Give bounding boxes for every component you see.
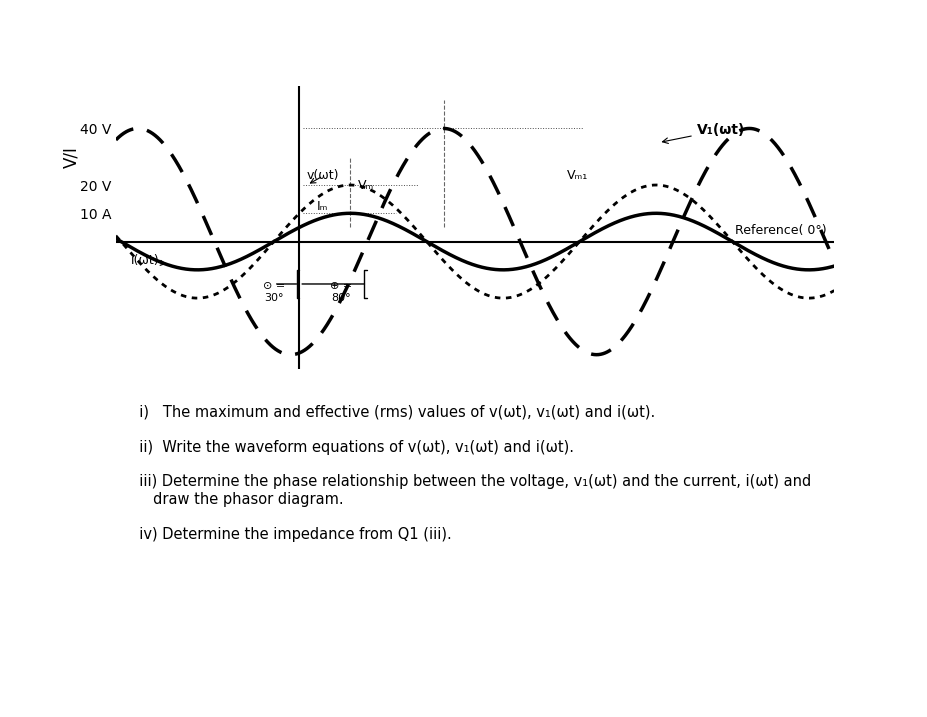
Text: ⊕ =
80°: ⊕ = 80° bbox=[330, 281, 352, 303]
Text: Reference( 0°): Reference( 0°) bbox=[735, 224, 827, 237]
Text: v(ωt): v(ωt) bbox=[307, 169, 339, 183]
Text: Iₘ: Iₘ bbox=[317, 201, 328, 214]
Y-axis label: V/I: V/I bbox=[62, 146, 80, 168]
Text: ⊙ =
30°: ⊙ = 30° bbox=[263, 281, 286, 303]
Text: i(ωt): i(ωt) bbox=[131, 255, 166, 267]
Text: V₁(ωt): V₁(ωt) bbox=[663, 123, 745, 143]
Text: Vₘ: Vₘ bbox=[358, 179, 375, 191]
Text: i)   The maximum and effective (rms) values of v(ωt), v₁(ωt) and i(ωt).

  ii)  : i) The maximum and effective (rms) value… bbox=[130, 387, 811, 541]
Text: Vₘ₁: Vₘ₁ bbox=[566, 169, 588, 182]
